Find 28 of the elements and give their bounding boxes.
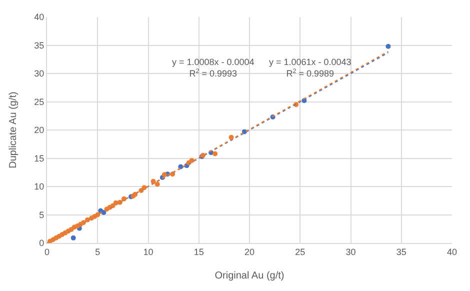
annotation: y = 1.0061x - 0.0043 R$^{2}$ = 0.9989 (269, 57, 352, 79)
x-tick-label: 25 (295, 246, 306, 257)
y-tick-label: 25 (34, 96, 44, 107)
annotation: y = 1.0008x - 0.0004 R$^{2}$ = 0.9993 (172, 57, 254, 79)
y-tick-label: 20 (34, 125, 44, 136)
y-tick-label: 30 (34, 68, 44, 79)
point (178, 164, 184, 170)
x-tick-label: 15 (194, 246, 204, 257)
x-tick-label: 20 (244, 246, 255, 257)
point (386, 44, 391, 49)
x-tick-label: 35 (396, 246, 406, 257)
y-tick-label: 35 (34, 40, 44, 50)
y-axis-title: Duplicate Au (g/t) (8, 92, 20, 168)
point (162, 172, 167, 178)
point (212, 151, 218, 156)
y-tick-label: 0 (39, 238, 44, 248)
point (154, 182, 160, 187)
y-tick-label: 10 (34, 182, 44, 192)
x-tick-label: 40 (446, 246, 458, 257)
y-tick-label: 40 (34, 12, 44, 22)
x-tick-label: 5 (95, 246, 100, 257)
x-axis-title: Original Au (g/t) (214, 270, 284, 282)
y-tick-label: 15 (34, 153, 44, 164)
x-tick-label: 30 (346, 246, 356, 257)
y-tick-label: 5 (39, 210, 44, 220)
x-tick-label: 10 (143, 246, 154, 257)
point (48, 238, 53, 243)
point (70, 235, 76, 240)
